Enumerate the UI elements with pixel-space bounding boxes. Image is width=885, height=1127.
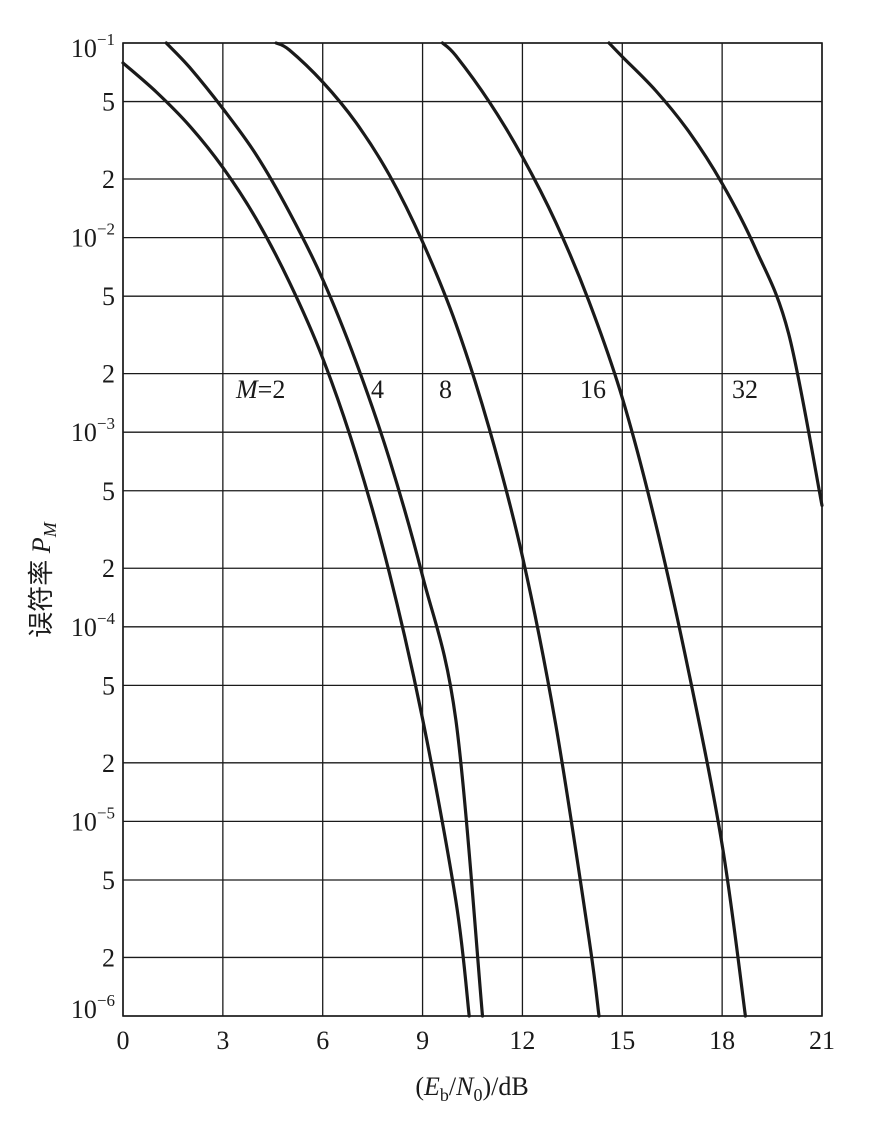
- y-tick-label-8: 2: [102, 554, 115, 583]
- y-tick-label-10: 5: [102, 671, 115, 700]
- y-tick-label-3: 10−2: [71, 220, 115, 253]
- plot-frame: [122, 42, 823, 1017]
- y-tick-label-5: 2: [102, 360, 115, 389]
- series-label-2: 8: [439, 375, 452, 404]
- series-line-3: [440, 41, 747, 1018]
- x-tick-label-6: 6: [316, 1026, 329, 1055]
- series-label-3: 16: [580, 375, 606, 404]
- x-tick-label-9: 9: [416, 1026, 429, 1055]
- series-labels: M=2 4 8 16 32: [235, 375, 758, 404]
- series-lines: [121, 41, 824, 1018]
- y-tick-label-11: 2: [102, 749, 115, 778]
- series-line-2: [274, 41, 601, 1018]
- x-tick-label-3: 3: [216, 1026, 229, 1055]
- x-tick-label-21: 21: [809, 1026, 835, 1055]
- x-tick-label-18: 18: [709, 1026, 735, 1055]
- series-line-4: [607, 41, 824, 508]
- x-tick-labels: 0 3 6 9 12 15 18 21: [117, 1026, 836, 1055]
- y-tick-label-6: 10−3: [71, 414, 115, 447]
- y-axis-label: 误符率 PM: [27, 521, 60, 637]
- y-tick-label-9: 10−4: [71, 609, 116, 642]
- y-tick-label-13: 5: [102, 866, 115, 895]
- y-tick-label-1: 5: [102, 88, 115, 117]
- x-tick-label-15: 15: [609, 1026, 635, 1055]
- y-tick-label-14: 2: [102, 943, 115, 972]
- y-tick-label-4: 5: [102, 282, 115, 311]
- y-tick-label-2: 2: [102, 165, 115, 194]
- series-label-0: M=2: [235, 375, 285, 404]
- y-tick-labels: 10−1 5 2 10−2 5 2 10−3 5 2 10−4 5 2 10−5 5 2 10−6: [71, 30, 116, 1024]
- y-tick-label-15: 10−6: [71, 991, 115, 1024]
- y-tick-label-0: 10−1: [71, 30, 115, 63]
- y-tick-label-7: 5: [102, 477, 115, 506]
- x-tick-label-0: 0: [117, 1026, 130, 1055]
- grid: [122, 42, 823, 1017]
- series-label-1: 4: [371, 375, 384, 404]
- series-line-0: [121, 61, 471, 1018]
- series-label-4: 32: [732, 375, 758, 404]
- x-axis-label: (Eb/N0)/dB: [415, 1072, 528, 1105]
- series-line-1: [164, 41, 485, 1018]
- x-tick-label-12: 12: [509, 1026, 535, 1055]
- y-tick-label-12: 10−5: [71, 803, 115, 836]
